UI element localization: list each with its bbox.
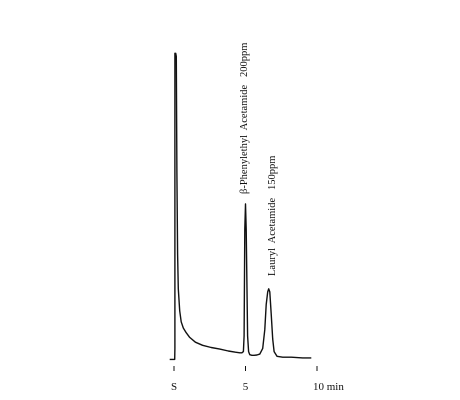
x-tick-label: 5 — [243, 381, 249, 393]
peak-labels: β-Phenylethyl Acetamide 200ppm Lauryl Ace… — [239, 43, 278, 276]
x-tick-label: 10 min — [313, 381, 344, 393]
peak-annotation-label: Lauryl Acetamide 150ppm — [267, 156, 278, 276]
chromatogram-trace — [169, 52, 312, 361]
x-axis: S 5 10 min — [171, 366, 344, 393]
peak-annotation-label: β-Phenylethyl Acetamide 200ppm — [239, 43, 250, 194]
x-tick-label: S — [171, 381, 177, 393]
